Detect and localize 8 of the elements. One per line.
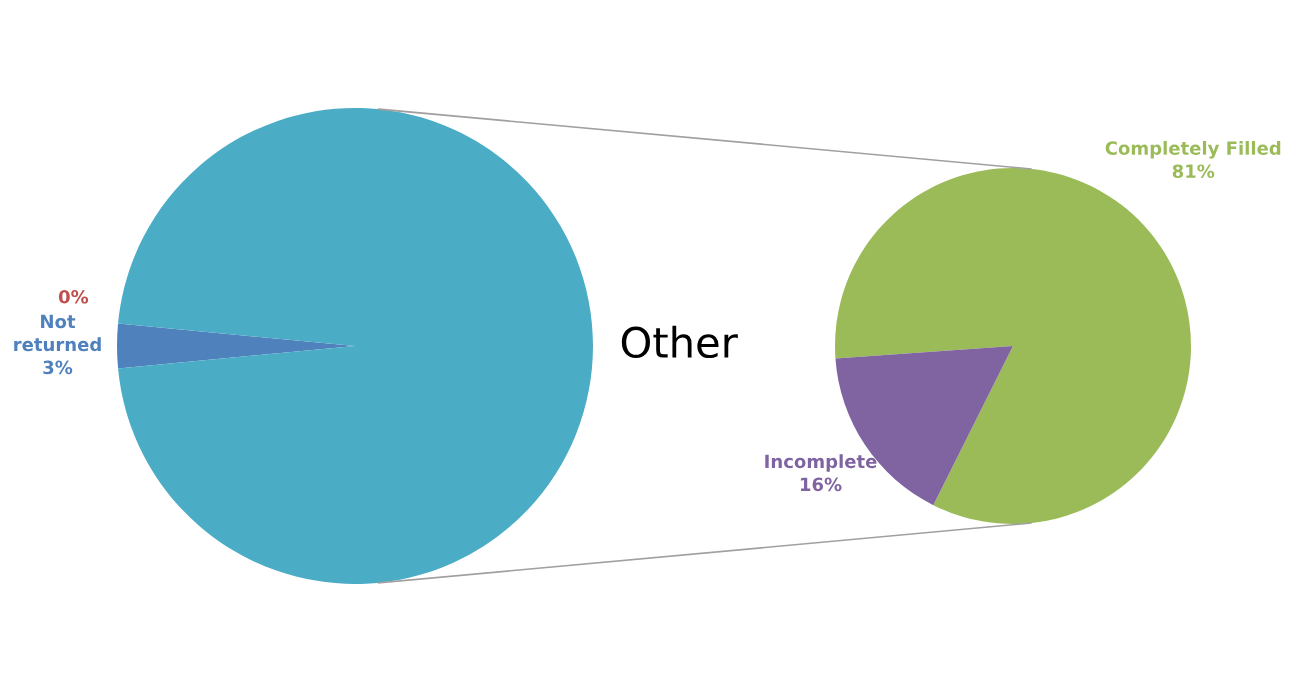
slice-label: Other [621,325,738,359]
slice-label: Completely Filled [1105,140,1281,159]
data-label: 16% [800,477,842,492]
text: 0% [58,289,89,304]
slice-label: Incomplete [765,454,877,472]
slice-label: Not returned [14,314,101,352]
data-label: 3% [43,360,73,375]
data-label: 81% [1172,164,1215,179]
